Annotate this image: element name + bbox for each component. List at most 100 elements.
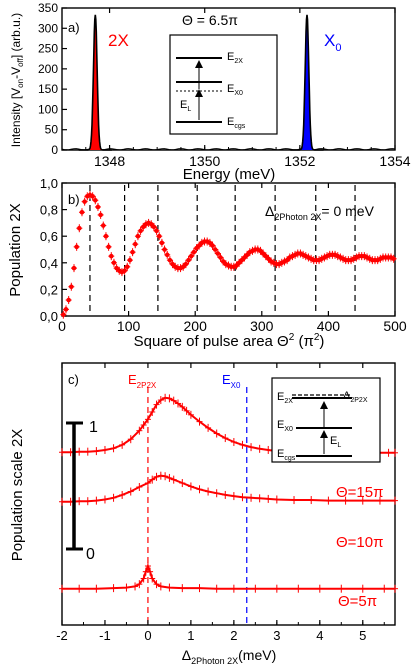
y-tick-label: 0,4 — [40, 256, 58, 271]
y-tick-label: 0 — [51, 143, 58, 157]
data-point — [186, 257, 191, 263]
y-tick-label: 100 — [38, 102, 58, 116]
data-point — [132, 241, 138, 247]
y-tick-label: 1,0 — [40, 176, 58, 191]
y-tick-label: 250 — [38, 42, 58, 56]
panel-a-ylabel: Intensity [Von-Voff] (arb.u.) — [9, 13, 25, 147]
data-point — [188, 253, 194, 259]
peak-line-2x — [78, 14, 112, 151]
x-tick-label: 200 — [184, 318, 208, 334]
x-tick-label: 1350 — [189, 153, 220, 169]
inset-c-laser: EL — [330, 435, 341, 449]
vline-label-e2p2x: E2P2X — [128, 372, 157, 390]
data-point — [159, 240, 165, 246]
data-point — [90, 194, 95, 199]
panel-b-xlabel: Square of pulse area Θ2 (π2) — [134, 332, 325, 350]
panel-c-label: c) — [68, 372, 79, 387]
panel-b: b) 0 100 200 300 400 500 0,0 0,2 0,4 0,6 0,8 1,0 Δ2… — [7, 176, 407, 350]
data-point — [130, 249, 135, 255]
peak-label-x0: X0 — [324, 31, 341, 54]
x-tick-label: 1 — [187, 628, 194, 643]
panel-b-ticks: 0 100 200 300 400 500 0,0 0,2 0,4 0,6 0,8 1,0 — [40, 176, 407, 334]
data-point — [71, 265, 77, 271]
data-point — [111, 260, 117, 266]
panel-c-frame — [61, 362, 396, 626]
panel-c-xlabel: Δ2Photon 2X(meV) — [182, 647, 277, 666]
panel-a: a) 1348 1350 1352 1354 0 50 100 150 200 250 300 350… — [9, 1, 411, 183]
x-tick-label: 2 — [230, 628, 237, 643]
data-point — [212, 247, 218, 252]
inset-c-level-x0: EX0 — [277, 419, 293, 433]
x-tick-label: 500 — [383, 318, 407, 334]
data-point — [183, 261, 189, 267]
data-point — [218, 255, 223, 260]
x-tick-label: 0 — [58, 318, 66, 334]
series-label-15pi: Θ=15π — [336, 484, 383, 501]
series-label-5pi: Θ=5π — [338, 593, 377, 610]
panel-a-peaks — [61, 14, 396, 151]
x-tick-label: 100 — [117, 318, 141, 334]
panel-b-points — [60, 190, 397, 319]
y-tick-label: 0,6 — [40, 229, 58, 244]
inset-a-level-2x: E2X — [227, 51, 243, 65]
scale-bar-bottom: 0 — [86, 546, 95, 563]
scale-bar-top: 1 — [89, 419, 98, 436]
panel-a-ticks: 1348 1350 1352 1354 0 50 100 150 200 250 300 350 — [38, 1, 411, 169]
inset-c-level-cgs: Ecgs — [277, 448, 296, 462]
panel-a-xlabel: Energy (meV) — [183, 166, 276, 183]
y-tick-label: 150 — [38, 82, 58, 96]
data-point — [138, 228, 143, 234]
y-tick-label: 50 — [45, 123, 59, 137]
y-tick-label: 0,0 — [40, 309, 58, 324]
data-point — [106, 244, 111, 250]
inset-a-theta: Θ = 6.5π — [182, 12, 238, 28]
data-point — [122, 268, 127, 274]
panel-b-frame — [61, 182, 396, 317]
x-tick-label: 400 — [317, 318, 341, 334]
x-tick-label: -2 — [56, 628, 68, 643]
data-point — [156, 233, 162, 239]
panel-c: c) E2P2X EX0 -2 -1 0 1 2 3 4 5 1 0 E2X EX0 Ecg — [9, 362, 398, 666]
y-tick-label: 0,8 — [40, 203, 58, 218]
vline-label-ex0: EX0 — [222, 372, 241, 390]
data-point — [151, 224, 157, 230]
data-point — [66, 297, 71, 303]
x-tick-label: 1354 — [379, 153, 410, 169]
data-point — [167, 257, 173, 263]
panel-c-ticks: -2 -1 0 1 2 3 4 5 — [56, 363, 385, 643]
x-tick-label: -1 — [99, 628, 111, 643]
panel-a-inset: Θ = 6.5π E2X EX0 Ecgs EL — [169, 12, 278, 135]
data-point — [154, 228, 159, 234]
y-tick-label: 350 — [38, 1, 58, 15]
panel-b-ylabel: Population 2X — [7, 203, 24, 296]
data-point — [79, 209, 85, 215]
peak-line-x0 — [290, 14, 324, 151]
data-point — [135, 233, 141, 239]
x-tick-label: 300 — [250, 318, 274, 334]
data-point — [74, 244, 79, 250]
data-point — [98, 212, 103, 218]
peak-fill-2x — [78, 14, 112, 151]
data-point — [77, 225, 82, 231]
data-point — [191, 249, 197, 255]
x-tick-label: 1352 — [284, 153, 315, 169]
panel-b-label: b) — [68, 192, 80, 207]
data-point — [82, 199, 87, 204]
inset-c-level-2x: E2X — [277, 391, 293, 405]
x-tick-label: 5 — [359, 628, 366, 643]
data-point — [210, 243, 215, 248]
y-tick-label: 300 — [38, 21, 58, 35]
data-point — [124, 264, 130, 270]
x-tick-label: 1348 — [94, 153, 125, 169]
peak-label-2x: 2X — [108, 31, 129, 50]
data-point — [63, 307, 69, 312]
data-point — [164, 252, 170, 258]
data-point — [108, 253, 114, 259]
panel-c-inset: E2X EX0 Ecgs EL Δ2P2X — [271, 377, 381, 463]
series-label-10pi: Θ=10π — [336, 534, 383, 551]
data-point — [93, 197, 98, 203]
x-tick-label: 3 — [273, 628, 280, 643]
inset-a-level-x0: EX0 — [227, 83, 243, 97]
x-tick-label: 0 — [144, 628, 151, 643]
